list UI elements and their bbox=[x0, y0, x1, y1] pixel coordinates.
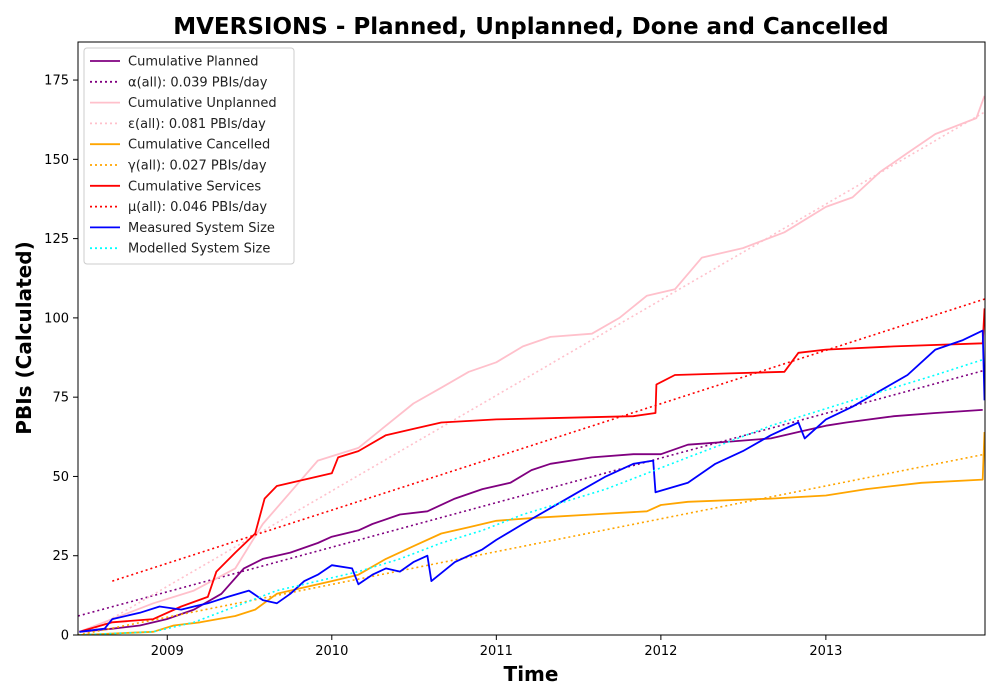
x-axis-label: Time bbox=[504, 662, 559, 686]
legend-label-3: ε(all): 0.081 PBIs/day bbox=[128, 117, 266, 132]
x-tick-label-3: 2012 bbox=[644, 644, 677, 659]
legend-label-8: Measured System Size bbox=[128, 221, 275, 236]
series-line-8 bbox=[79, 329, 985, 633]
x-tick-label-2: 2011 bbox=[480, 644, 513, 659]
y-tick-label-6: 150 bbox=[44, 153, 69, 168]
y-axis: 0 25 50 75 100 125 150 175 bbox=[44, 74, 78, 644]
series-line-6 bbox=[79, 308, 985, 633]
y-tick-label-1: 25 bbox=[52, 549, 69, 564]
series-line-5 bbox=[78, 453, 985, 635]
y-tick-label-2: 50 bbox=[52, 470, 69, 485]
series-line-1 bbox=[78, 369, 985, 617]
legend-label-1: α(all): 0.039 PBIs/day bbox=[128, 75, 268, 90]
legend-label-4: Cumulative Cancelled bbox=[128, 138, 270, 153]
legend-label-0: Cumulative Planned bbox=[128, 55, 258, 70]
series-line-0 bbox=[79, 409, 983, 633]
y-tick-label-5: 125 bbox=[44, 232, 69, 247]
y-tick-label-0: 0 bbox=[61, 629, 69, 644]
x-axis: 2009 2010 2011 2012 2013 bbox=[151, 635, 842, 659]
y-tick-label-3: 75 bbox=[52, 391, 69, 406]
legend-frame bbox=[83, 47, 295, 265]
plot-area bbox=[77, 41, 986, 636]
x-tick-label-0: 2009 bbox=[151, 644, 184, 659]
legend: Cumulative Planned α(all): 0.039 PBIs/day… bbox=[83, 47, 295, 265]
legend-label-2: Cumulative Unplanned bbox=[128, 96, 277, 111]
x-tick-label-1: 2010 bbox=[315, 644, 348, 659]
legend-label-9: Modelled System Size bbox=[128, 242, 270, 257]
legend-label-7: μ(all): 0.046 PBIs/day bbox=[128, 200, 267, 215]
y-axis-label: PBIs (Calculated) bbox=[12, 241, 36, 434]
y-tick-label-7: 175 bbox=[44, 74, 69, 89]
chart-title: MVERSIONS - Planned, Unplanned, Done and… bbox=[173, 14, 889, 40]
series-line-4 bbox=[79, 431, 985, 635]
x-tick-label-4: 2013 bbox=[809, 644, 842, 659]
series-line-9 bbox=[79, 358, 985, 635]
legend-label-6: Cumulative Services bbox=[128, 179, 261, 194]
legend-label-5: γ(all): 0.027 PBIs/day bbox=[128, 159, 267, 174]
y-tick-label-4: 100 bbox=[44, 311, 69, 326]
series-line-2 bbox=[79, 95, 985, 633]
series-layer bbox=[78, 95, 985, 635]
plot-frame bbox=[77, 41, 986, 636]
